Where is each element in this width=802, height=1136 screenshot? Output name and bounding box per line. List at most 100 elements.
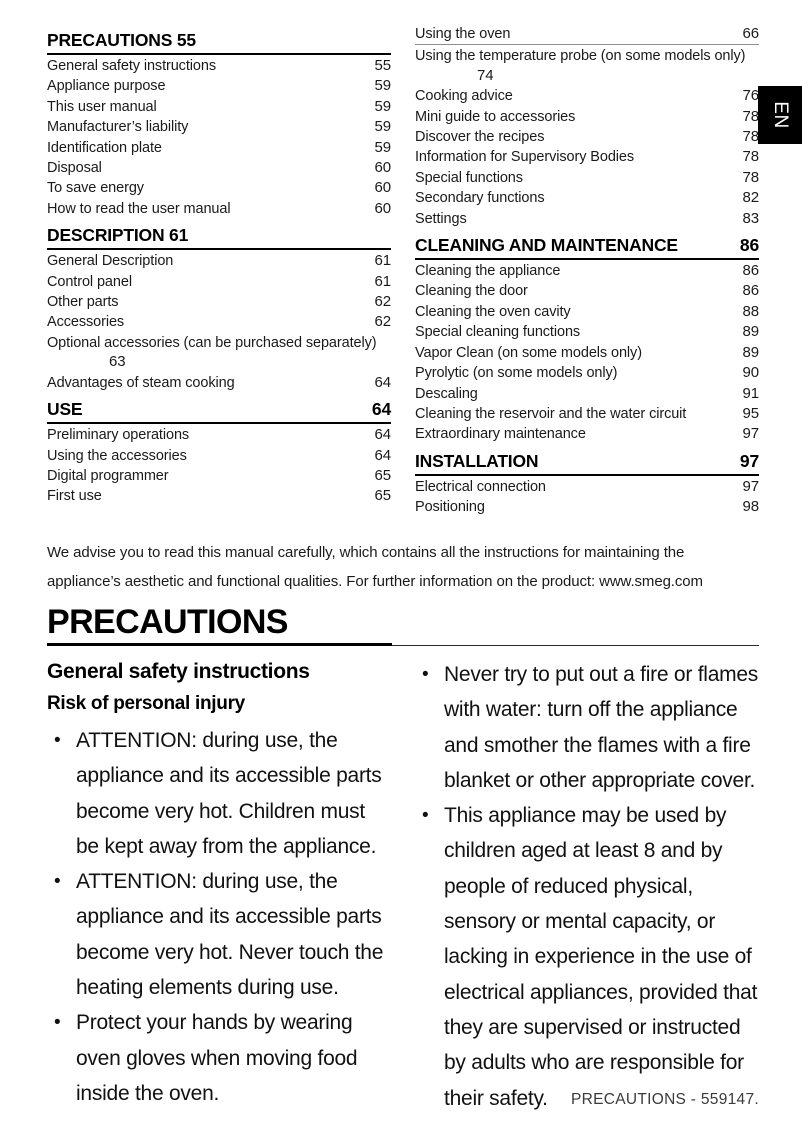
toc-entry[interactable]: This user manual 59 — [47, 97, 391, 117]
toc-entry-page: 55 — [374, 57, 392, 74]
toc-section-heading[interactable]: CLEANING AND MAINTENANCE 86 — [415, 235, 759, 258]
toc-entry[interactable]: Appliance purpose 59 — [47, 76, 391, 96]
toc-entry-page: 76 — [742, 87, 760, 105]
toc-entry-page: 59 — [374, 138, 392, 156]
toc-entry[interactable]: Accessories 62 — [47, 312, 391, 332]
toc-entry-page: 61 — [374, 272, 392, 290]
toc-entry-title: Other parts — [47, 294, 119, 311]
toc-entry[interactable]: First use 65 — [47, 486, 391, 506]
toc-section-title: PRECAUTIONS 55 — [47, 30, 196, 50]
chapter-title-block: PRECAUTIONS — [47, 603, 759, 646]
toc-entry-title: Accessories — [47, 314, 125, 331]
toc-section-heading[interactable]: USE 64 — [47, 399, 391, 422]
body-columns: General safety instructions Risk of pers… — [47, 657, 759, 1116]
safety-bullet-list-right: Never try to put out a fire or flames wi… — [415, 657, 759, 1116]
toc-entry[interactable]: Vapor Clean (on some models only) 89 — [415, 343, 759, 363]
toc-entry-title: Mini guide to accessories — [415, 108, 576, 125]
toc-entry-page: 60 — [374, 199, 392, 217]
toc-entry-page: 64 — [374, 373, 392, 391]
toc-entry-title: Cleaning the reservoir and the water cir… — [415, 405, 687, 422]
toc-entry-page: 59 — [374, 97, 392, 115]
toc-entry-title: Advantages of steam cooking — [47, 374, 235, 391]
toc-entry-title: Vapor Clean (on some models only) — [415, 344, 642, 361]
toc-entry[interactable]: Identification plate 59 — [47, 138, 391, 158]
toc-entry-page: 63 — [109, 353, 126, 371]
toc-entry-title: Special functions — [415, 169, 523, 186]
title-divider-thick — [47, 643, 392, 646]
toc-entry-page: 65 — [374, 466, 392, 484]
toc-entry[interactable]: Special cleaning functions 89 — [415, 322, 759, 342]
toc-entry-title: To save energy — [47, 180, 144, 197]
toc-entry-title: Cleaning the door — [415, 283, 528, 300]
toc-entry[interactable]: General safety instructions 55 — [47, 56, 391, 76]
safety-bullet-item: Protect your hands by wearing oven glove… — [47, 1005, 391, 1111]
toc-entry[interactable]: Cleaning the door 86 — [415, 281, 759, 301]
toc-entry[interactable]: General Description 61 — [47, 251, 391, 271]
page-footer: PRECAUTIONS - 559147. — [570, 1091, 759, 1108]
toc-divider — [415, 44, 759, 46]
toc-entry[interactable]: Preliminary operations 64 — [47, 425, 391, 445]
toc-entry[interactable]: Control panel 61 — [47, 272, 391, 292]
toc-entry-page: 78 — [742, 128, 760, 146]
toc-section-title: CLEANING AND MAINTENANCE — [415, 235, 678, 256]
toc-entry[interactable]: Using the temperature probe (on some mod… — [415, 46, 759, 86]
toc-entry[interactable]: Disposal 60 — [47, 158, 391, 178]
toc-divider — [415, 473, 759, 476]
toc-entry-page: 97 — [742, 425, 760, 443]
toc-entry-title: Appliance purpose — [47, 78, 166, 95]
safety-bullet-list-left: ATTENTION: during use, the appliance and… — [47, 723, 391, 1111]
toc-entry[interactable]: To save energy 60 — [47, 178, 391, 198]
toc-entry[interactable]: Discover the recipes 78 — [415, 127, 759, 147]
toc-entry[interactable]: Advantages of steam cooking 64 — [47, 373, 391, 393]
toc-entry[interactable]: Information for Supervisory Bodies 78 — [415, 147, 759, 167]
toc-entry-title: Cleaning the oven cavity — [415, 303, 571, 320]
toc-entry[interactable]: Optional accessories (can be purchased s… — [47, 333, 391, 373]
toc-entry[interactable]: Pyrolytic (on some models only) 90 — [415, 363, 759, 383]
toc-entry-page: 90 — [742, 364, 760, 382]
toc-entry-page: 98 — [742, 498, 760, 516]
safety-bullet-item: Never try to put out a fire or flames wi… — [415, 657, 759, 798]
toc-section-page: 86 — [739, 235, 759, 256]
toc-entry[interactable]: Other parts 62 — [47, 292, 391, 312]
toc-entry[interactable]: Positioning 98 — [415, 497, 759, 517]
toc-entry[interactable]: Cleaning the appliance 86 — [415, 261, 759, 281]
toc-entry-page: 66 — [742, 25, 760, 42]
toc-entry-page: 78 — [742, 148, 760, 166]
toc-entry-page: 86 — [742, 262, 760, 280]
toc-entry[interactable]: Extraordinary maintenance 97 — [415, 424, 759, 444]
toc-entry-title: Control panel — [47, 273, 132, 290]
toc-entry[interactable]: Settings 83 — [415, 209, 759, 229]
toc-entry[interactable]: Manufacturer’s liability 59 — [47, 117, 391, 137]
safety-bullet-item: ATTENTION: during use, the appliance and… — [47, 723, 391, 864]
toc-entry-title: Information for Supervisory Bodies — [415, 149, 635, 166]
toc-entry-title: Cooking advice — [415, 88, 513, 105]
toc-entry[interactable]: Cleaning the reservoir and the water cir… — [415, 404, 759, 424]
toc-entry-title: Using the temperature probe (on some mod… — [415, 48, 746, 65]
table-of-contents: PRECAUTIONS 55 General safety instruction… — [47, 24, 759, 518]
body-column-right: Never try to put out a fire or flames wi… — [415, 657, 759, 1116]
toc-entry-page: 97 — [742, 477, 760, 495]
toc-entry-page: 86 — [742, 282, 760, 300]
toc-entry-title: Disposal — [47, 160, 102, 177]
toc-entry-page: 91 — [742, 384, 760, 402]
toc-entry[interactable]: How to read the user manual 60 — [47, 199, 391, 219]
toc-entry-title: Extraordinary maintenance — [415, 426, 586, 443]
toc-entry-page: 78 — [742, 107, 760, 125]
toc-entry-page: 89 — [742, 323, 760, 341]
toc-entry[interactable]: Descaling 91 — [415, 384, 759, 404]
toc-entry[interactable]: Digital programmer 65 — [47, 466, 391, 486]
toc-entry[interactable]: Secondary functions 82 — [415, 188, 759, 208]
toc-entry[interactable]: Cleaning the oven cavity 88 — [415, 302, 759, 322]
toc-entry[interactable]: Using the accessories 64 — [47, 446, 391, 466]
toc-entry[interactable]: Electrical connection 97 — [415, 477, 759, 497]
toc-section-heading[interactable]: INSTALLATION 97 — [415, 451, 759, 474]
toc-entry[interactable]: Cooking advice 76 — [415, 86, 759, 106]
toc-entry[interactable]: Using the oven 66 — [415, 24, 759, 44]
toc-entry-title: First use — [47, 488, 102, 505]
toc-section-heading[interactable]: PRECAUTIONS 55 — [47, 30, 391, 53]
toc-divider — [415, 258, 759, 261]
toc-entry[interactable]: Special functions 78 — [415, 168, 759, 188]
toc-section-heading[interactable]: DESCRIPTION 61 — [47, 225, 391, 248]
toc-entry[interactable]: Mini guide to accessories 78 — [415, 107, 759, 127]
toc-entry-title: Discover the recipes — [415, 129, 545, 146]
